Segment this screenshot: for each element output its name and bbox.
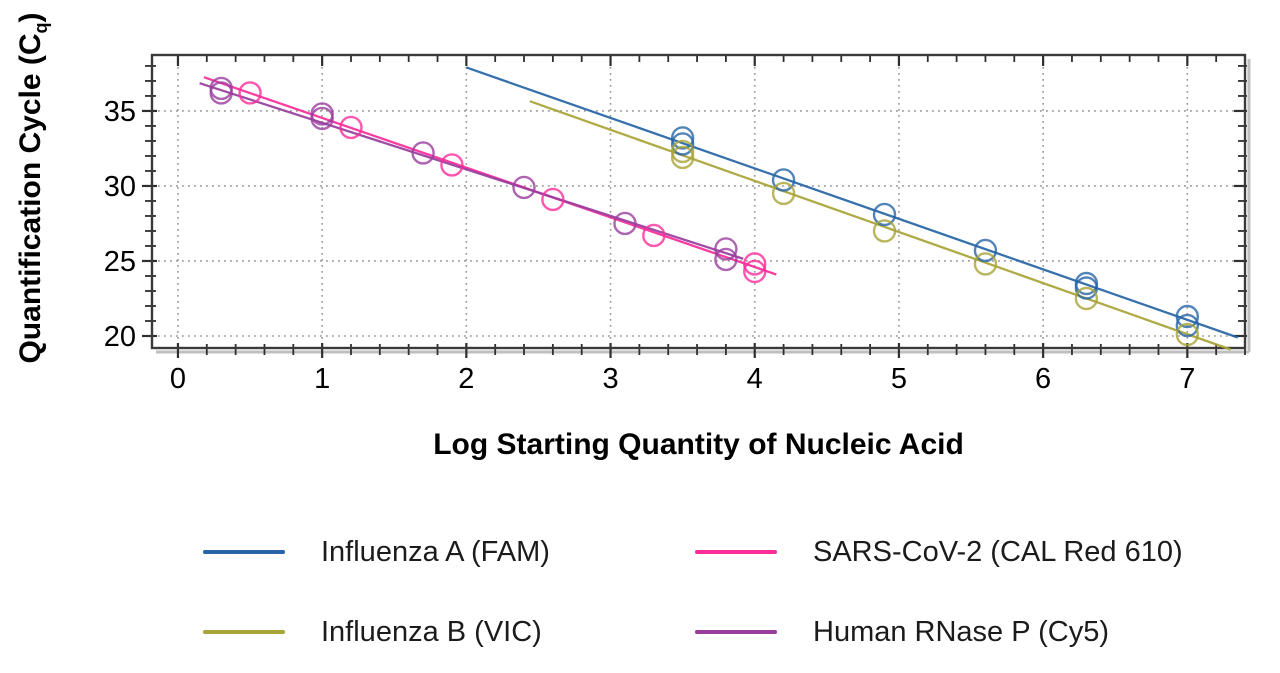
data-point-series-2 (238, 81, 262, 105)
trendline-series-1 (529, 100, 1231, 351)
x-tick-label: 3 (602, 363, 618, 395)
x-tick-label: 5 (891, 363, 907, 395)
y-axis-title-text: Quantification Cycle (C (14, 33, 47, 364)
data-point-series-0 (1175, 304, 1200, 329)
legend-line-swatch-influenza-b (203, 630, 285, 634)
legend-item-human-rnase-p-cy5[interactable]: Human RNase P (Cy5) (695, 616, 1183, 649)
data-point-series-2 (743, 259, 767, 284)
data-point-series-0 (872, 202, 897, 227)
trendline-series-3 (199, 82, 744, 260)
data-point-series-1 (670, 145, 695, 170)
data-point-series-2 (743, 252, 767, 276)
data-point-series-3 (714, 237, 738, 261)
data-point-series-0 (670, 132, 695, 156)
y-tick-label: 20 (104, 321, 136, 353)
y-tick-label: 35 (104, 96, 136, 128)
data-point-series-2 (642, 223, 666, 248)
data-point-series-3 (411, 141, 435, 165)
y-tick-label: 25 (104, 246, 136, 278)
legend-line-swatch-influenza-a (203, 550, 285, 554)
data-point-series-0 (1074, 276, 1099, 300)
legend-label: SARS-CoV-2 (CAL Red 610) (813, 535, 1183, 568)
legend-label: Influenza B (VIC) (321, 615, 542, 648)
plot-frame (150, 53, 1247, 350)
legend-item-influenza-b-vic[interactable]: Influenza B (VIC) (203, 616, 695, 649)
x-tick-label: 6 (1035, 363, 1051, 395)
x-tick-label: 1 (314, 363, 330, 395)
trendline-series-0 (465, 66, 1239, 339)
data-point-series-1 (973, 252, 998, 276)
x-tick-label: 4 (747, 363, 763, 395)
data-point-series-0 (670, 126, 695, 150)
y-tick-label: 30 (104, 171, 136, 203)
data-point-series-2 (541, 187, 565, 212)
data-point-series-3 (512, 175, 536, 200)
y-axis-title: Quantification Cycle (Cq) (14, 12, 52, 363)
data-point-series-1 (670, 139, 695, 164)
y-axis-title-close: ) (14, 12, 47, 23)
x-tick-label: 7 (1179, 363, 1195, 395)
data-point-series-1 (872, 219, 897, 243)
data-point-series-3 (613, 211, 637, 236)
data-point-series-2 (440, 153, 464, 177)
legend-label: Influenza A (FAM) (321, 535, 550, 568)
data-point-series-3 (310, 106, 334, 131)
data-point-series-3 (714, 247, 738, 272)
x-tick-label: 0 (170, 363, 186, 395)
legend-line-swatch-sars-cov-2 (695, 550, 777, 554)
data-point-series-0 (973, 238, 998, 263)
data-point-series-3 (209, 81, 233, 105)
data-point-series-0 (1175, 313, 1200, 338)
x-tick-label: 2 (458, 363, 474, 395)
data-point-series-0 (771, 168, 796, 192)
data-point-series-1 (771, 181, 796, 206)
data-point-series-2 (339, 115, 363, 140)
legend-label: Human RNase P (Cy5) (813, 615, 1110, 648)
chart-legend: Influenza A (FAM) Influenza B (VIC) SARS… (203, 512, 1183, 672)
x-axis-title: Log Starting Quantity of Nucleic Acid (433, 428, 964, 461)
y-axis-title-subscript: q (31, 22, 51, 34)
legend-item-influenza-a-fam[interactable]: Influenza A (FAM) (203, 536, 695, 569)
legend-item-sars-cov-2-cal-red[interactable]: SARS-CoV-2 (CAL Red 610) (695, 536, 1183, 569)
data-point-series-1 (1074, 286, 1099, 311)
legend-line-swatch-human-rnase-p (695, 630, 777, 634)
data-point-series-1 (1175, 322, 1200, 347)
